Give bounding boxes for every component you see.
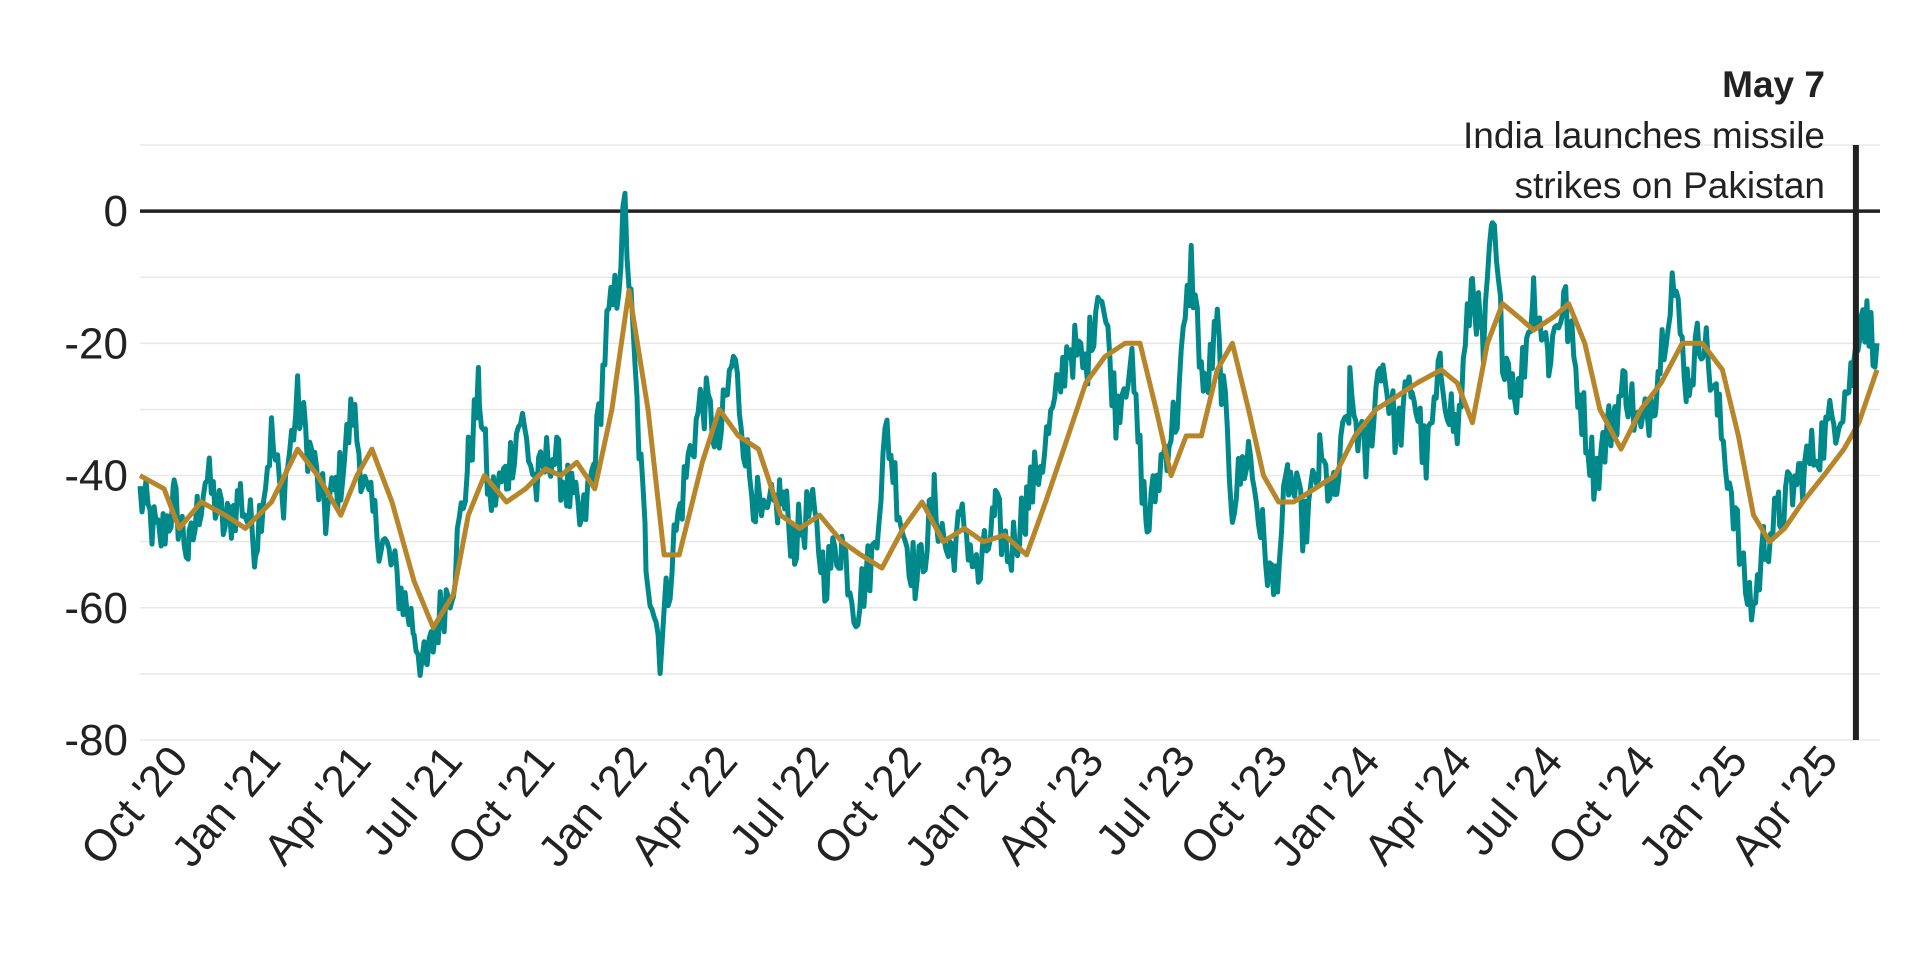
- series-raw-line: [137, 190, 1880, 678]
- y-tick-label: -80: [64, 716, 128, 765]
- series-group: [137, 190, 1880, 678]
- y-tick-label: -20: [64, 319, 128, 368]
- y-tick-label: -40: [64, 452, 128, 501]
- y-tick-label: -60: [64, 584, 128, 633]
- annotation-text: strikes on Pakistan: [1514, 165, 1825, 206]
- annotation-text: India launches missile: [1463, 115, 1825, 156]
- annotation-group: May 7 India launches missile strikes on Pa…: [1463, 64, 1859, 740]
- y-tick-label: 0: [104, 187, 128, 236]
- grid-lines: [140, 144, 1880, 741]
- annotation-date: May 7: [1722, 64, 1825, 105]
- y-axis-ticks: 0 -20 -40 -60 -80: [64, 187, 128, 765]
- series-average-line: [138, 287, 1880, 631]
